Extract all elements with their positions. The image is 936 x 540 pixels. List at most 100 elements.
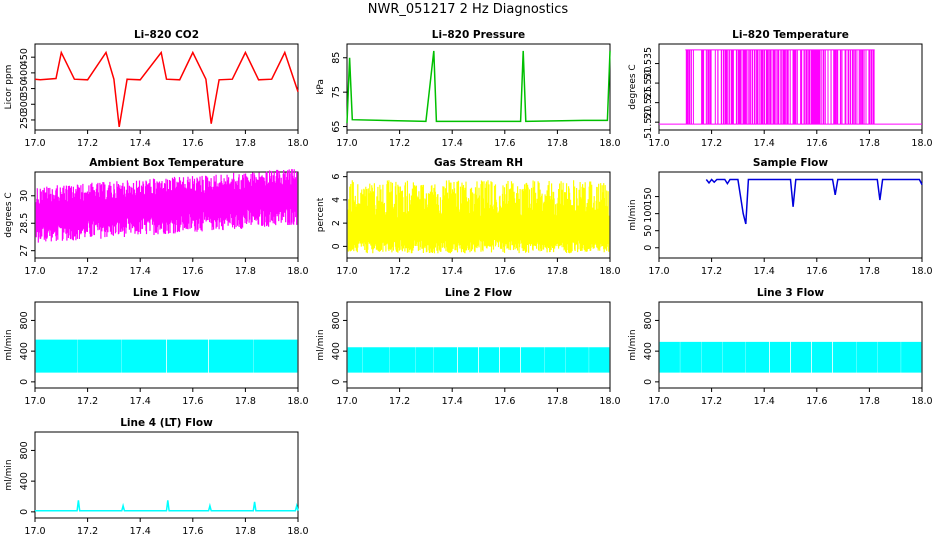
plot-frame — [34, 431, 299, 519]
plot-frame — [658, 301, 923, 389]
x-tick-label: 17.6 — [806, 396, 827, 407]
series-band — [347, 180, 610, 254]
panel-8: Line 2 Flow 17.0 17.2 17.4 17.6 17.8 18.0 0 400 8… — [316, 287, 621, 407]
panel-title: Sample Flow — [753, 157, 828, 169]
x-tick-label: 17.6 — [182, 266, 203, 277]
x-tick-label: 17.0 — [24, 138, 45, 149]
y-tick-label: 100 — [643, 205, 654, 223]
x-tick-label: 17.2 — [77, 138, 98, 149]
x-tick-label: 17.2 — [701, 266, 722, 277]
x-tick-label: 17.2 — [77, 266, 98, 277]
x-tick-label: 18.0 — [287, 266, 308, 277]
x-tick-label: 17.0 — [648, 138, 669, 149]
panel-title: Li–820 Pressure — [432, 29, 525, 41]
x-tick-label: 17.4 — [130, 138, 151, 149]
x-tick-label: 17.6 — [494, 138, 515, 149]
series-line — [659, 49, 922, 125]
x-tick-label: 17.8 — [547, 138, 568, 149]
panel-title: Ambient Box Temperature — [89, 157, 244, 169]
x-tick-label: 17.0 — [648, 396, 669, 407]
plot-frame — [658, 171, 923, 259]
x-tick-label: 17.4 — [130, 266, 151, 277]
y-tick-label: 800 — [331, 311, 342, 329]
x-tick-label: 17.8 — [547, 396, 568, 407]
x-tick-label: 18.0 — [599, 396, 620, 407]
x-tick-label: 17.8 — [859, 266, 880, 277]
x-tick-label: 18.0 — [911, 138, 932, 149]
x-tick-label: 17.0 — [24, 526, 45, 537]
y-tick-label: 51.530 — [643, 66, 654, 99]
series-line — [346, 50, 611, 124]
y-axis-label: ml/min — [628, 329, 638, 360]
x-tick-label: 17.4 — [754, 396, 775, 407]
series-band — [659, 341, 922, 373]
panel-7: Line 1 Flow 17.0 17.2 17.4 17.6 17.8 18.0 0 400 8… — [4, 287, 309, 407]
y-tick-label: 0 — [331, 243, 342, 249]
x-tick-label: 17.8 — [859, 396, 880, 407]
x-tick-label: 17.2 — [77, 396, 98, 407]
x-tick-label: 17.4 — [130, 396, 151, 407]
panel-3: Li–820 Temperature 17.0 17.2 17.4 17.6 17.8 18… — [628, 29, 933, 149]
x-tick-label: 17.2 — [389, 138, 410, 149]
x-tick-label: 17.8 — [235, 396, 256, 407]
panel-9: Line 3 Flow 17.0 17.2 17.4 17.6 17.8 18.0 0 400 8… — [628, 287, 933, 407]
plot-frame — [34, 171, 299, 259]
y-tick-label: 65 — [331, 121, 342, 133]
x-tick-label: 18.0 — [287, 396, 308, 407]
panel-title: Gas Stream RH — [434, 157, 523, 169]
panel-1: Li–820 CO2 17.0 17.2 17.4 17.6 17.8 18.0 250300… — [4, 29, 309, 149]
panel-title: Li–820 CO2 — [134, 29, 199, 41]
panel-10: Line 4 (LT) Flow 17.0 17.2 17.4 17.6 17.8 18.0… — [4, 417, 309, 537]
plot-frame — [658, 43, 923, 131]
x-tick-label: 17.6 — [494, 266, 515, 277]
x-tick-label: 17.2 — [701, 396, 722, 407]
y-tick-label: 300 — [19, 95, 30, 113]
plot-frame — [34, 43, 299, 131]
x-tick-label: 18.0 — [599, 138, 620, 149]
y-tick-label: 51.525 — [643, 86, 654, 119]
x-tick-label: 17.4 — [754, 138, 775, 149]
panel-title: Li–820 Temperature — [732, 29, 849, 41]
y-axis-label: ml/min — [4, 459, 14, 490]
plot-frame — [346, 171, 611, 259]
y-axis-label: ml/min — [316, 329, 326, 360]
y-tick-label: 51.520 — [643, 106, 654, 139]
y-tick-label: 400 — [19, 342, 30, 360]
y-axis-label: Licor ppm — [4, 65, 14, 110]
y-axis-label: degrees C — [628, 64, 638, 109]
y-tick-label: 0 — [643, 245, 654, 251]
series-band — [347, 347, 610, 373]
x-tick-label: 17.6 — [182, 396, 203, 407]
y-tick-label: 4 — [331, 197, 342, 203]
x-tick-label: 17.8 — [235, 266, 256, 277]
y-tick-label: 28.5 — [19, 213, 30, 234]
x-tick-label: 17.2 — [77, 526, 98, 537]
y-axis-label: ml/min — [628, 199, 638, 230]
x-tick-label: 17.0 — [336, 138, 357, 149]
x-tick-label: 17.6 — [494, 396, 515, 407]
x-tick-label: 17.6 — [806, 266, 827, 277]
x-tick-label: 17.2 — [389, 266, 410, 277]
x-tick-label: 17.2 — [389, 396, 410, 407]
y-tick-label: 800 — [19, 311, 30, 329]
y-tick-label: 2 — [331, 220, 342, 226]
series-line — [34, 50, 299, 128]
x-tick-label: 18.0 — [287, 138, 308, 149]
series-line — [35, 500, 299, 512]
y-tick-label: 75 — [331, 86, 342, 98]
x-tick-label: 18.0 — [911, 396, 932, 407]
x-tick-label: 17.8 — [547, 266, 568, 277]
y-tick-label: 400 — [19, 64, 30, 82]
y-tick-label: 350 — [19, 79, 30, 97]
x-tick-label: 17.0 — [24, 396, 45, 407]
y-tick-label: 400 — [19, 472, 30, 490]
x-tick-label: 17.6 — [182, 138, 203, 149]
x-tick-label: 17.2 — [701, 138, 722, 149]
x-tick-label: 17.4 — [442, 266, 463, 277]
series-band — [35, 169, 298, 243]
y-tick-label: 50 — [643, 225, 654, 237]
x-tick-label: 17.4 — [130, 526, 151, 537]
page-title: NWR_051217 2 Hz Diagnostics — [367, 2, 569, 17]
plot-frame — [34, 301, 299, 389]
